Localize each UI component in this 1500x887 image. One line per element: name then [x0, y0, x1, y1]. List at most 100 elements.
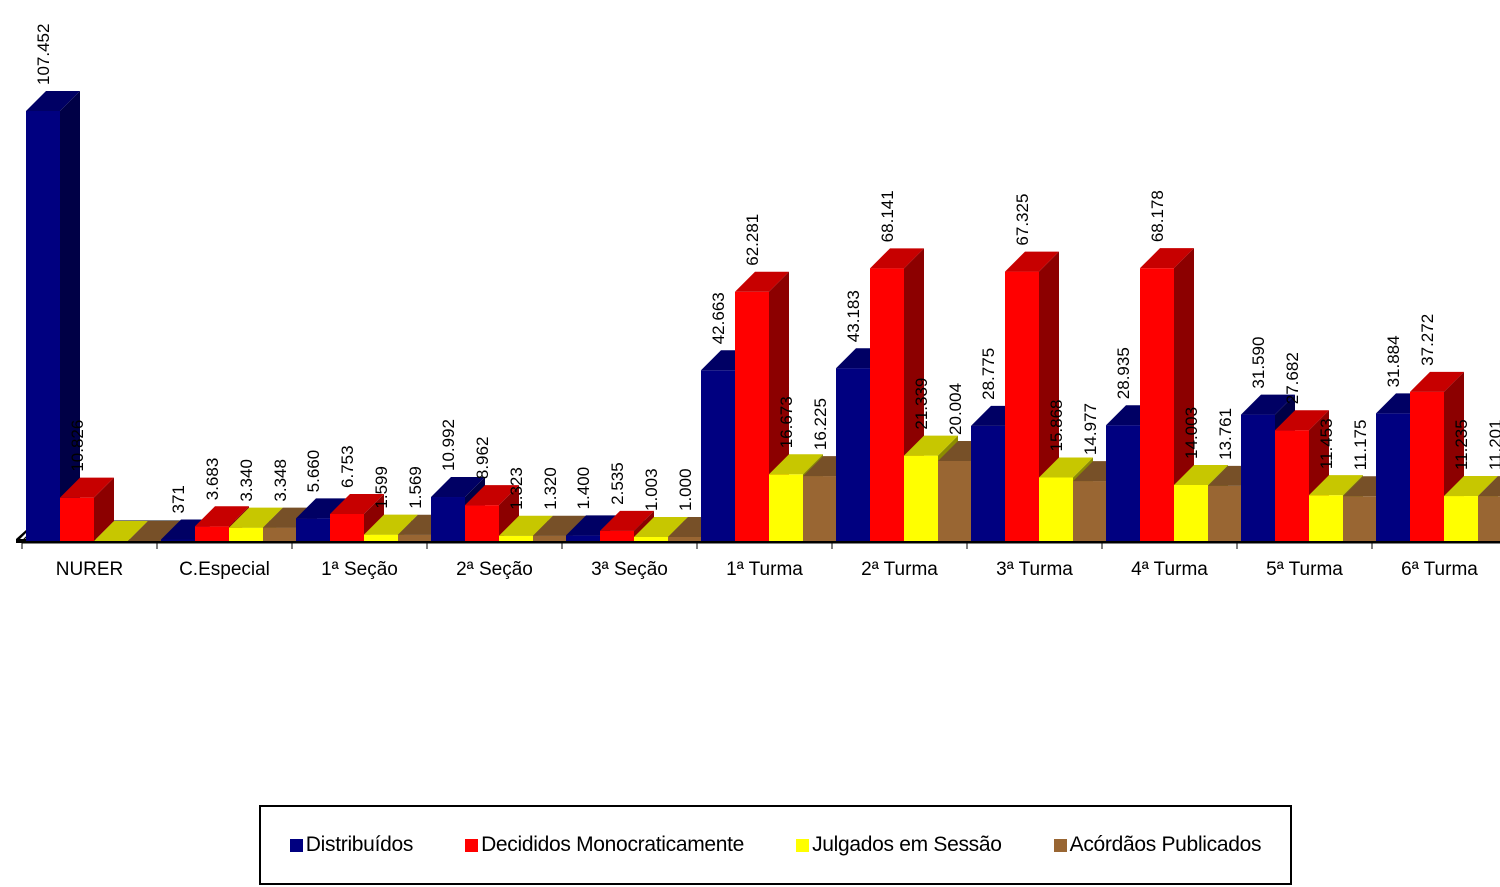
bar-top: [26, 91, 80, 111]
bar-front: [1376, 413, 1410, 541]
bar-top: [229, 507, 283, 528]
bar-top: [1039, 457, 1093, 478]
bar-front: [1241, 414, 1275, 541]
legend-swatch: [796, 838, 810, 852]
legend-swatch: [465, 838, 479, 852]
category-label: C.Especial: [179, 559, 270, 580]
bar-top: [904, 435, 958, 456]
legend-label: Decididos Monocraticamente: [481, 833, 745, 856]
bar-front: [161, 539, 195, 541]
value-label: 68.141: [878, 190, 897, 242]
bar-top: [431, 477, 485, 498]
value-label: 1.320: [541, 467, 560, 510]
category-label: 3ª Seção: [591, 559, 668, 580]
bar-front: [195, 526, 229, 541]
value-label: 6.753: [338, 445, 357, 488]
bar-top: [1174, 464, 1228, 485]
category-label: 1ª Turma: [726, 559, 803, 580]
category-label: 4ª Turma: [1131, 559, 1208, 580]
value-label: 5.660: [304, 450, 323, 493]
legend: Distribuídos Decididos Monocraticamente Ju…: [259, 805, 1292, 885]
value-label: 3.683: [203, 458, 222, 501]
bar-front: [296, 518, 330, 541]
bar-top: [600, 510, 654, 531]
bar-side: [60, 91, 80, 541]
bar-front: [870, 268, 904, 541]
bar-top: [364, 514, 418, 535]
bar-top: [769, 454, 823, 475]
bar: [330, 493, 384, 541]
bar: [465, 485, 519, 541]
bar-front: [701, 370, 735, 541]
bar-front: [263, 527, 297, 541]
bar-front: [1208, 485, 1242, 541]
bar-front: [668, 536, 702, 541]
value-label: 1.599: [372, 466, 391, 509]
category-label: 3ª Turma: [996, 559, 1073, 580]
value-label: 8.962: [473, 437, 492, 480]
legend-label: Julgados em Sessão: [812, 833, 1002, 856]
value-label: 37.272: [1418, 314, 1437, 366]
value-label: 68.178: [1148, 190, 1167, 242]
value-label: 43.183: [844, 290, 863, 342]
bar-front: [1073, 481, 1107, 541]
value-label: 27.682: [1283, 352, 1302, 404]
legend-label: Acórdãos Publicados: [1069, 833, 1262, 856]
bar: [94, 521, 148, 541]
bar-front: [1039, 477, 1073, 541]
bar-top: [1309, 475, 1363, 496]
bar-front: [1106, 425, 1140, 541]
bar-front: [465, 505, 499, 541]
bar-front: [836, 368, 870, 541]
bar-front: [1444, 496, 1478, 541]
bar: [60, 477, 114, 541]
value-label: 13.761: [1216, 408, 1235, 460]
bar-top: [60, 477, 114, 498]
value-label: 62.281: [743, 214, 762, 266]
bar-top: [634, 516, 688, 537]
bar-front: [1309, 495, 1343, 541]
value-label: 1.569: [406, 466, 425, 509]
value-label: 371: [169, 485, 188, 513]
bar-top: [296, 498, 350, 519]
legend-item: Decididos Monocraticamente: [465, 833, 744, 857]
bar-front: [971, 425, 1005, 541]
bar: [128, 521, 182, 541]
bar-top: [128, 521, 182, 541]
bar-front: [600, 530, 634, 541]
value-labels: 107.452 10.826 371 3.683 3.340 3.348 5.660 6.75…: [34, 24, 1500, 514]
value-label: 20.004: [946, 383, 965, 435]
bar-front: [533, 535, 567, 541]
category-label: 2ª Seção: [456, 559, 533, 580]
bar-front: [26, 111, 60, 541]
bar-front: [431, 497, 465, 541]
bar-top: [735, 271, 789, 292]
bar-front: [1478, 496, 1500, 541]
bar-front: [330, 513, 364, 541]
legend-item: Acórdãos Publicados: [1053, 833, 1262, 857]
bar-front: [398, 534, 432, 541]
bar-top: [566, 515, 620, 536]
value-label: 14.977: [1081, 403, 1100, 455]
bar-top: [1410, 371, 1464, 392]
value-label: 107.452: [34, 24, 53, 85]
bar-front: [1410, 391, 1444, 541]
x-axis: NURER C.Especial 1ª Seção 2ª Seção 3ª Seção 1…: [21, 542, 1500, 580]
bar-top: [195, 506, 249, 527]
bar-front: [229, 527, 263, 541]
bar-top: [870, 248, 924, 269]
value-label: 10.826: [68, 420, 87, 472]
value-label: 2.535: [608, 462, 627, 505]
bar-front: [904, 455, 938, 541]
bar-front: [1140, 268, 1174, 541]
value-label: 1.000: [676, 468, 695, 511]
value-label: 16.225: [811, 398, 830, 450]
value-label: 10.992: [439, 419, 458, 471]
bar-front: [634, 536, 668, 541]
bar-front: [1174, 484, 1208, 541]
bar-front: [803, 476, 837, 541]
bar-front: [566, 535, 600, 541]
legend-item: Julgados em Sessão: [796, 833, 1002, 857]
category-label: 1ª Seção: [321, 559, 398, 580]
bar-side: [1174, 248, 1194, 541]
